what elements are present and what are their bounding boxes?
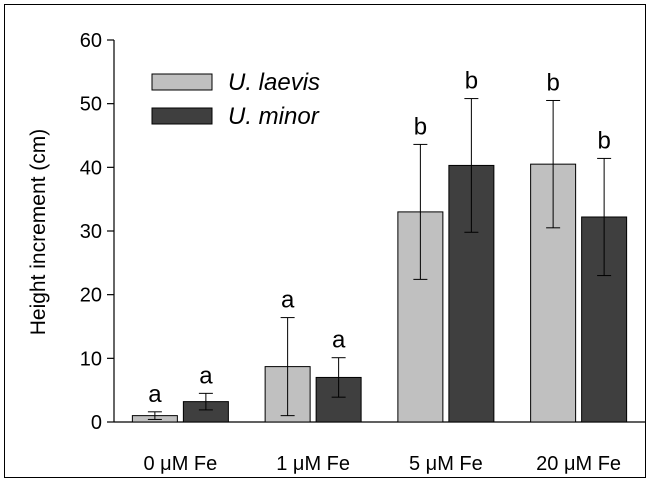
significance-label: a bbox=[281, 287, 295, 314]
legend-swatch bbox=[151, 73, 213, 91]
legend-label: U. minor bbox=[228, 103, 320, 130]
y-tick-label: 40 bbox=[80, 157, 102, 179]
y-tick-label: 20 bbox=[80, 285, 102, 307]
significance-label: b bbox=[597, 127, 610, 154]
legend-label: U. laevis bbox=[228, 69, 320, 96]
significance-label: b bbox=[414, 113, 427, 140]
significance-label: b bbox=[465, 68, 478, 95]
y-tick-label: 0 bbox=[91, 412, 102, 434]
significance-label: a bbox=[199, 362, 213, 389]
significance-label: b bbox=[546, 69, 559, 96]
significance-label: a bbox=[148, 381, 162, 408]
y-axis-label: Height increment (cm) bbox=[27, 129, 50, 336]
x-tick-label: 5 μM Fe bbox=[409, 453, 483, 475]
y-tick-label: 10 bbox=[80, 348, 102, 370]
y-tick-label: 50 bbox=[80, 94, 102, 116]
x-tick-label: 0 μM Fe bbox=[143, 453, 217, 475]
legend-swatch bbox=[151, 107, 213, 125]
y-tick-label: 30 bbox=[80, 221, 102, 243]
significance-label: a bbox=[332, 327, 346, 354]
x-tick-label: 1 μM Fe bbox=[276, 453, 350, 475]
x-tick-label: 20 μM Fe bbox=[536, 453, 621, 475]
y-tick-label: 60 bbox=[80, 30, 102, 52]
